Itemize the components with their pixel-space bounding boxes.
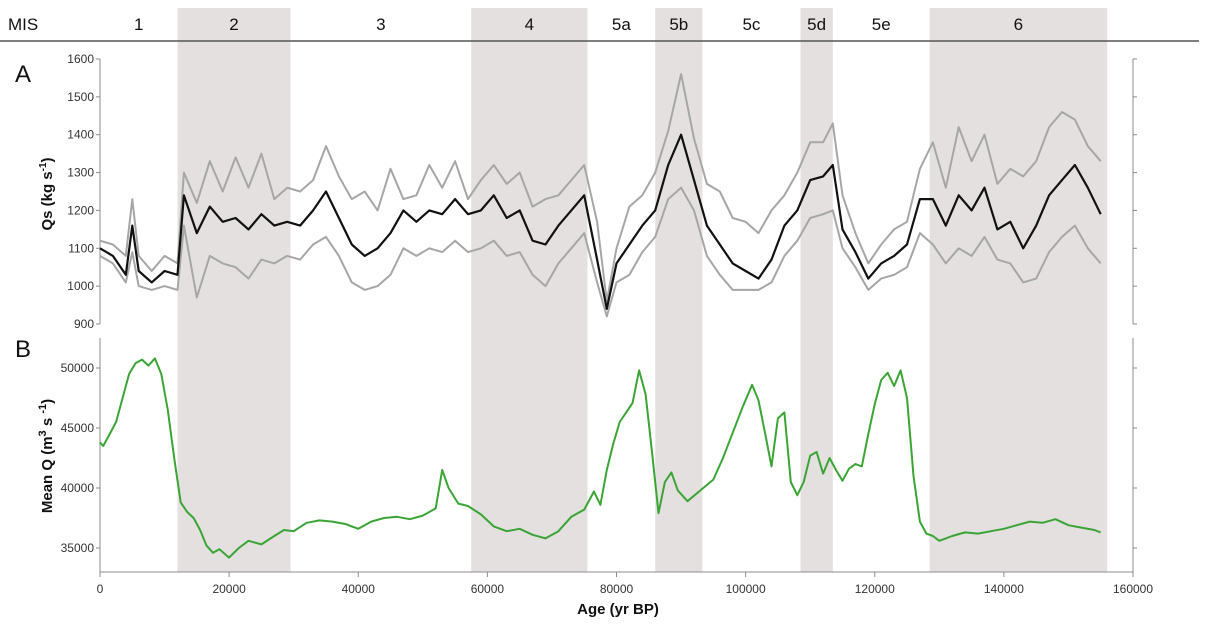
mis-shade-5b: [655, 8, 703, 572]
panel-a-y-tick-label: 1100: [68, 241, 94, 255]
mis-stage-label-5b: 5b: [669, 15, 688, 34]
x-tick-label: 20000: [212, 582, 246, 596]
mis-stage-label-6: 6: [1014, 15, 1023, 34]
mis-shade-5d: [800, 8, 833, 572]
panel-a-y-axis-title: Qs (kg s-1): [38, 157, 56, 230]
panel-a-y-tick-label: 1200: [67, 203, 94, 217]
qs-lower-line: [99, 186, 1102, 318]
mis-header-label: MIS: [8, 15, 38, 34]
panel-a-y-tick-label: 1500: [67, 90, 94, 104]
axes-layer: 900 1000 1100 1200 1300 1400 1500 1600 35000 4000…: [61, 52, 1154, 596]
mis-shade-4: [471, 8, 588, 572]
mis-stage-label-3: 3: [376, 15, 385, 34]
panel-b-y-tick-label: 50000: [61, 361, 95, 375]
x-tick-label: 140000: [984, 582, 1024, 596]
panel-b-letter: B: [15, 336, 31, 363]
x-tick-label: 0: [97, 582, 104, 596]
panel-a-y-tick-label: 1300: [67, 166, 94, 180]
mis-stage-label-4: 4: [525, 15, 534, 34]
mis-shade-6: [929, 8, 1108, 572]
panel-b-y-tick-label: 35000: [61, 541, 95, 555]
panel-a-y-tick-label: 1000: [67, 279, 94, 293]
x-tick-label: 100000: [726, 582, 766, 596]
x-tick-label: 120000: [855, 582, 895, 596]
panel-b-y-axis-title: Mean Q (m3 s -1): [37, 399, 56, 513]
panel-a-y-tick-label: 900: [74, 317, 94, 331]
mis-shade-2: [177, 8, 291, 572]
x-tick-label: 40000: [342, 582, 376, 596]
mis-stage-label-2: 2: [229, 15, 238, 34]
panel-b-y-tick-label: 45000: [61, 421, 95, 435]
mis-stage-label-5d: 5d: [807, 15, 826, 34]
mis-stage-label-5a: 5a: [612, 15, 631, 34]
mis-stage-label-1: 1: [134, 15, 143, 34]
x-tick-label: 160000: [1113, 582, 1153, 596]
mis-shading-layer: [177, 8, 1108, 572]
mis-header: MIS 1 2 3 4 5a 5b 5c 5d 5e 6: [8, 15, 1023, 34]
qs-mean-line: [99, 133, 1102, 310]
qs-upper-line: [99, 73, 1102, 303]
panel-a-letter: A: [15, 61, 31, 88]
x-tick-label: 80000: [600, 582, 634, 596]
mis-stage-label-5c: 5c: [742, 15, 760, 34]
panel-a-y-tick-label: 1600: [67, 52, 94, 66]
mean-q-line: [99, 357, 1102, 559]
mis-stage-label-5e: 5e: [872, 15, 891, 34]
axis-titles: Qs (kg s-1) Mean Q (m3 s -1) Age (yr BP): [37, 157, 659, 618]
x-tick-label: 60000: [471, 582, 505, 596]
x-axis-title: Age (yr BP): [577, 601, 659, 618]
panel-b-y-tick-label: 40000: [61, 481, 95, 495]
series-layer: [99, 73, 1102, 559]
panel-a-y-tick-label: 1400: [67, 128, 94, 142]
